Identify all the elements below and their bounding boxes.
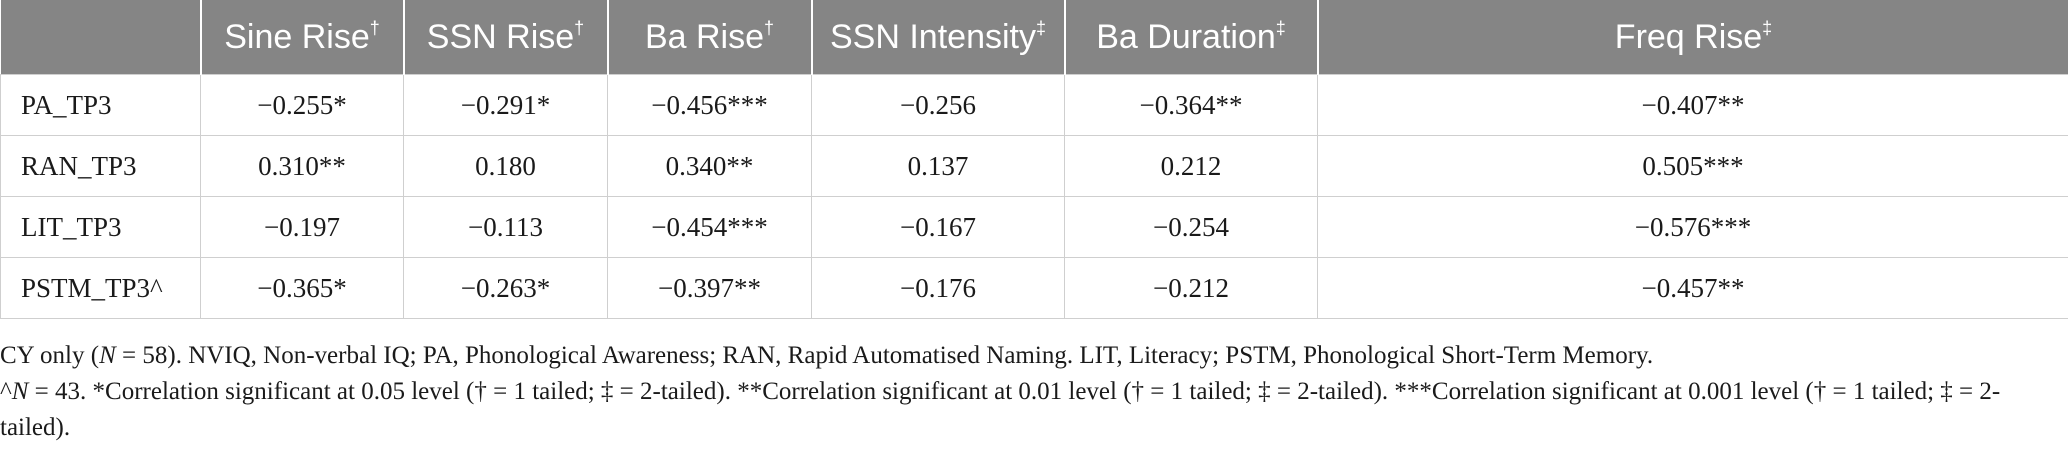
col-header-freq-rise: Freq Rise‡ [1316,0,2068,75]
table-cell: 0.340** [607,135,812,197]
table-row: PA_TP3 −0.255* −0.291* −0.456*** −0.256 … [0,74,2068,136]
table-cell: −0.457** [1317,257,2068,319]
table-cell: 0.137 [811,135,1065,197]
table-row: RAN_TP3 0.310** 0.180 0.340** 0.137 0.21… [0,135,2068,197]
table-footnotes: CY only (N = 58). NVIQ, Non-verbal IQ; P… [0,338,2060,446]
table-cell: −0.113 [403,196,608,258]
col-header-mark: † [369,17,380,38]
table-cell: −0.212 [1064,257,1318,319]
row-label: PA_TP3 [0,74,201,136]
footnote-abbreviations: CY only (N = 58). NVIQ, Non-verbal IQ; P… [0,338,2060,374]
row-label: RAN_TP3 [0,135,201,197]
col-header-label: SSN Intensity [830,17,1036,56]
table-cell: −0.454*** [607,196,812,258]
col-header-mark: ‡ [1035,17,1046,38]
table-cell: −0.576*** [1317,196,2068,258]
col-header-label: Ba Rise [644,17,765,56]
table-cell: −0.291* [403,74,608,136]
table-cell: −0.397** [607,257,812,319]
table-cell: −0.176 [811,257,1065,319]
col-header-label: Ba Duration [1096,17,1276,56]
table-cell: −0.255* [200,74,404,136]
footnote-text: CY only ( [0,342,100,369]
table-cell: −0.167 [811,196,1065,258]
row-label: PSTM_TP3^ [0,257,201,319]
footnote-n-symbol: N [11,378,29,405]
table-cell: −0.263* [403,257,608,319]
col-header-ssn-rise: SSN Rise† [402,0,608,75]
col-header-sine-rise: Sine Rise† [199,0,404,75]
header-row: Sine Rise† SSN Rise† Ba Rise† SSN Intens… [0,0,2068,75]
row-label: LIT_TP3 [0,196,201,258]
footnote-text: ^ [0,378,12,405]
table-cell: 0.180 [403,135,608,197]
table-cell: −0.456*** [607,74,812,136]
table-cell: 0.310** [200,135,404,197]
table-cell: −0.365* [200,257,404,319]
header-corner [0,0,201,75]
table-cell: 0.505*** [1317,135,2068,197]
table-cell: −0.256 [811,74,1065,136]
col-header-mark: † [764,17,775,38]
footnote-text: = 43. *Correlation significant at 0.05 l… [0,378,2001,441]
col-header-ba-rise: Ba Rise† [606,0,812,75]
table-cell: 0.212 [1064,135,1318,197]
col-header-label: SSN Rise [426,17,575,56]
correlation-table: Sine Rise† SSN Rise† Ba Rise† SSN Intens… [0,0,2068,319]
col-header-mark: † [574,17,585,38]
col-header-mark: ‡ [1275,17,1286,38]
footnote-significance: ^N = 43. *Correlation significant at 0.0… [0,374,2060,446]
table-row: LIT_TP3 −0.197 −0.113 −0.454*** −0.167 −… [0,196,2068,258]
table-cell: −0.254 [1064,196,1318,258]
table-cell: −0.364** [1064,74,1318,136]
col-header-mark: ‡ [1762,17,1773,38]
footnote-n-symbol: N [99,342,116,369]
table-row: PSTM_TP3^ −0.365* −0.263* −0.397** −0.17… [0,257,2068,319]
col-header-label: Sine Rise [224,17,370,56]
col-header-ssn-intensity: SSN Intensity‡ [810,0,1065,75]
col-header-ba-duration: Ba Duration‡ [1063,0,1318,75]
col-header-label: Freq Rise [1614,17,1763,56]
table-cell: −0.407** [1317,74,2068,136]
table-cell: −0.197 [200,196,404,258]
footnote-text: = 58). NVIQ, Non-verbal IQ; PA, Phonolog… [115,342,1654,369]
